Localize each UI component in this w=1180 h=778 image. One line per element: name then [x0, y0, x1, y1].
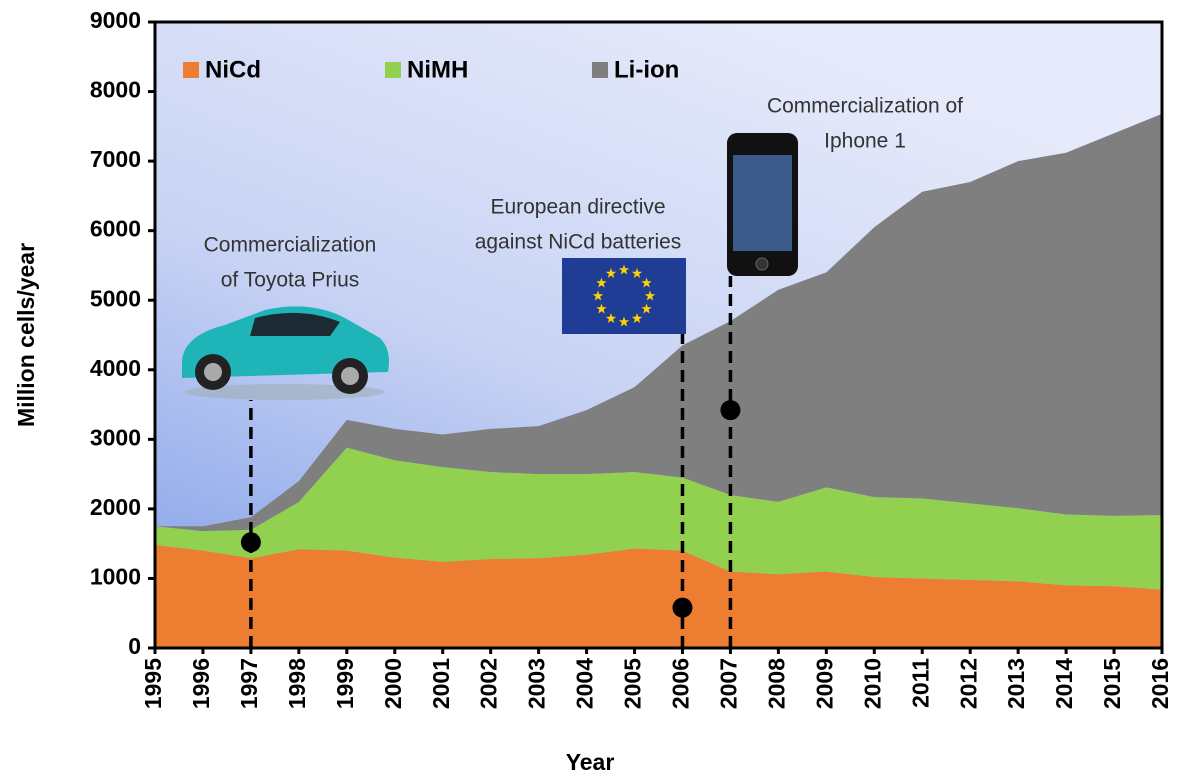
annotation-text: of Toyota Prius: [221, 269, 360, 292]
legend-swatch: [592, 62, 608, 78]
annotation-text: Commercialization: [204, 234, 377, 257]
flag-star: [641, 303, 652, 314]
x-tick-label: 2012: [955, 658, 981, 709]
flag-star: [631, 313, 643, 323]
area: [155, 447, 1162, 590]
x-tick-label: 2002: [476, 658, 502, 709]
annotation-text: against NiCd batteries: [475, 231, 682, 254]
flag-star: [641, 277, 652, 288]
eu-flag-image: [562, 258, 686, 334]
x-tick-label: 2007: [716, 658, 742, 709]
annotation-text: European directive: [490, 196, 665, 219]
area: [155, 113, 1162, 532]
legend-label: Li-ion: [614, 56, 679, 83]
x-tick-label: 2000: [380, 658, 406, 709]
area: [155, 545, 1162, 648]
y-tick-label: 9000: [90, 7, 141, 33]
x-tick-label: 2016: [1147, 658, 1173, 709]
flag-star: [631, 267, 643, 278]
x-tick-label: 2004: [572, 658, 598, 709]
y-tick-label: 5000: [90, 285, 141, 311]
flag-star: [618, 264, 630, 275]
flag-star: [605, 313, 617, 323]
x-tick-label: 1995: [140, 658, 166, 709]
annotation-text: Commercialization of: [767, 95, 963, 118]
legend-label: NiMH: [407, 56, 468, 83]
x-tick-label: 2005: [620, 658, 646, 709]
flag-star: [596, 277, 607, 288]
flag-star: [644, 290, 656, 301]
y-tick-label: 1000: [90, 564, 141, 590]
x-tick-label: 1997: [236, 658, 262, 709]
y-tick-label: 4000: [90, 355, 141, 381]
x-axis-label: Year: [566, 749, 615, 775]
legend-label: NiCd: [205, 56, 261, 83]
y-tick-label: 8000: [90, 77, 141, 103]
plot-frame: [153, 20, 1164, 650]
annotation-text: Iphone 1: [824, 130, 906, 153]
y-tick-label: 0: [128, 633, 141, 659]
y-tick-label: 7000: [90, 146, 141, 172]
y-tick-label: 6000: [90, 216, 141, 242]
flag-star: [596, 303, 607, 314]
annotation-dot: [720, 400, 741, 421]
flag-star: [592, 290, 604, 301]
y-tick-label: 2000: [90, 494, 141, 520]
x-tick-label: 2014: [1051, 658, 1077, 709]
x-tick-label: 2013: [1003, 658, 1029, 709]
x-tick-label: 1999: [332, 658, 358, 709]
x-tick-label: 1998: [284, 658, 310, 709]
y-tick-label: 3000: [90, 424, 141, 450]
x-tick-label: 2010: [859, 658, 885, 709]
x-tick-label: 2015: [1099, 658, 1125, 709]
x-tick-label: 2011: [907, 658, 933, 708]
legend-swatch: [385, 62, 401, 78]
car-image: [182, 306, 389, 400]
legend-swatch: [183, 62, 199, 78]
annotation-dot: [672, 597, 693, 618]
x-tick-label: 1996: [188, 658, 214, 709]
iphone-image: [727, 133, 798, 276]
x-tick-label: 2008: [763, 658, 789, 709]
x-tick-label: 2006: [668, 658, 694, 709]
y-axis-label: Million cells/year: [13, 243, 39, 427]
annotation-dot: [240, 532, 261, 553]
flag-star: [618, 316, 630, 327]
flag-star: [605, 267, 617, 278]
x-tick-label: 2001: [428, 658, 454, 709]
x-tick-label: 2003: [524, 658, 550, 709]
x-tick-label: 2009: [811, 658, 837, 709]
